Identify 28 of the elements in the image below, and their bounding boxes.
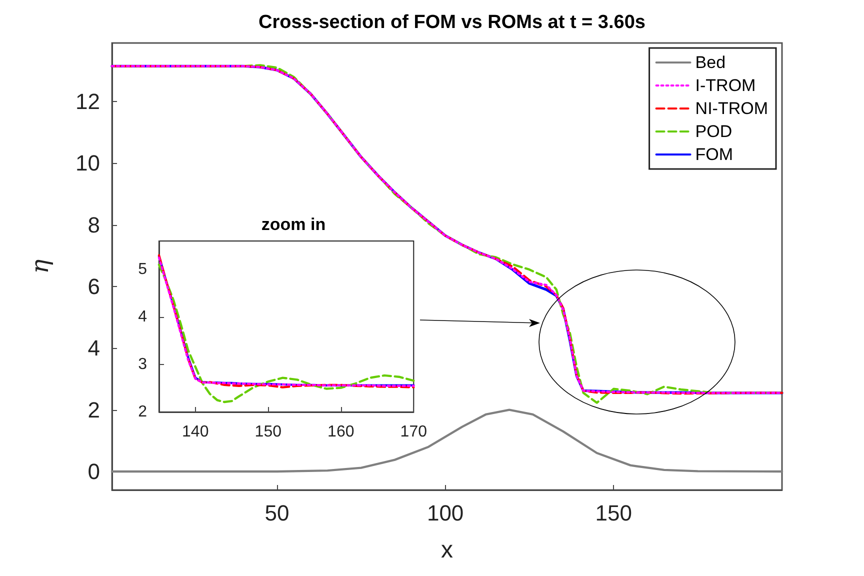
y-tick-label: 2 [88, 397, 100, 422]
y-tick-label: 0 [88, 459, 100, 484]
legend-label: Bed [695, 53, 726, 72]
y-axis-title: η [26, 258, 54, 274]
y-tick-label: 3 [138, 356, 148, 373]
y-tick-label: 8 [88, 212, 100, 238]
legend-label: FOM [695, 145, 734, 164]
y-tick-label: 4 [88, 336, 100, 361]
x-tick-label: 170 [400, 424, 428, 440]
x-tick-label: 100 [426, 500, 464, 526]
x-axis-title: x [441, 536, 453, 564]
y-tick-label: 5 [138, 261, 148, 278]
x-tick-label: 50 [264, 500, 290, 526]
chart-title: zoom in [261, 215, 326, 234]
legend-label: I-TROM [695, 76, 756, 95]
line-series [158, 264, 415, 404]
chart-title: Cross-section of FOM vs ROMs at t = 3.60s [258, 12, 646, 33]
y-tick-label: 12 [76, 89, 100, 114]
x-tick-label: 160 [328, 424, 354, 440]
y-tick-label: 6 [88, 274, 100, 300]
x-tick-label: 150 [254, 424, 282, 440]
legend-label: NI-TROM [695, 99, 768, 118]
x-tick-label: 150 [595, 500, 632, 526]
y-tick-label: 4 [138, 308, 148, 326]
y-tick-label: 10 [76, 150, 100, 176]
y-tick-label: 2 [138, 404, 148, 420]
legend-label: POD [695, 122, 732, 141]
x-tick-label: 140 [182, 424, 209, 440]
